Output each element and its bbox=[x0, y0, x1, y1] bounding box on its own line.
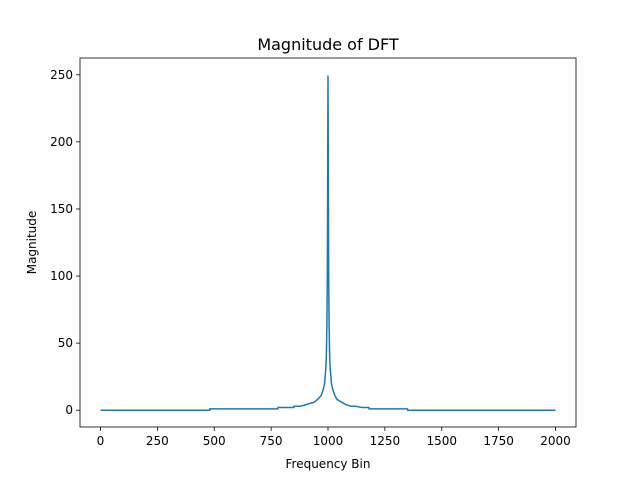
y-tick-label: 200 bbox=[50, 135, 73, 149]
x-tick-label: 2000 bbox=[540, 434, 571, 448]
x-tick-label: 1000 bbox=[313, 434, 344, 448]
y-tick-label: 0 bbox=[65, 403, 73, 417]
x-tick-label: 0 bbox=[97, 434, 105, 448]
x-tick-label: 500 bbox=[203, 434, 226, 448]
plot-area bbox=[100, 75, 556, 411]
series-line-0 bbox=[100, 75, 556, 411]
x-tick-label: 250 bbox=[146, 434, 169, 448]
y-tick-label: 50 bbox=[58, 336, 73, 350]
chart-title: Magnitude of DFT bbox=[257, 35, 399, 54]
x-tick-label: 750 bbox=[260, 434, 283, 448]
x-axis-label: Frequency Bin bbox=[286, 457, 371, 471]
x-tick-label: 1500 bbox=[426, 434, 457, 448]
y-axis: 0 50 100 150 200 250 bbox=[50, 68, 80, 417]
x-tick-label: 1250 bbox=[370, 434, 401, 448]
x-tick-label: 1750 bbox=[483, 434, 514, 448]
x-axis: 0 250 500 750 1000 1250 1500 1750 2000 bbox=[97, 427, 571, 448]
y-tick-label: 250 bbox=[50, 68, 73, 82]
y-tick-label: 150 bbox=[50, 202, 73, 216]
y-axis-label: Magnitude bbox=[25, 211, 39, 275]
y-tick-label: 100 bbox=[50, 269, 73, 283]
